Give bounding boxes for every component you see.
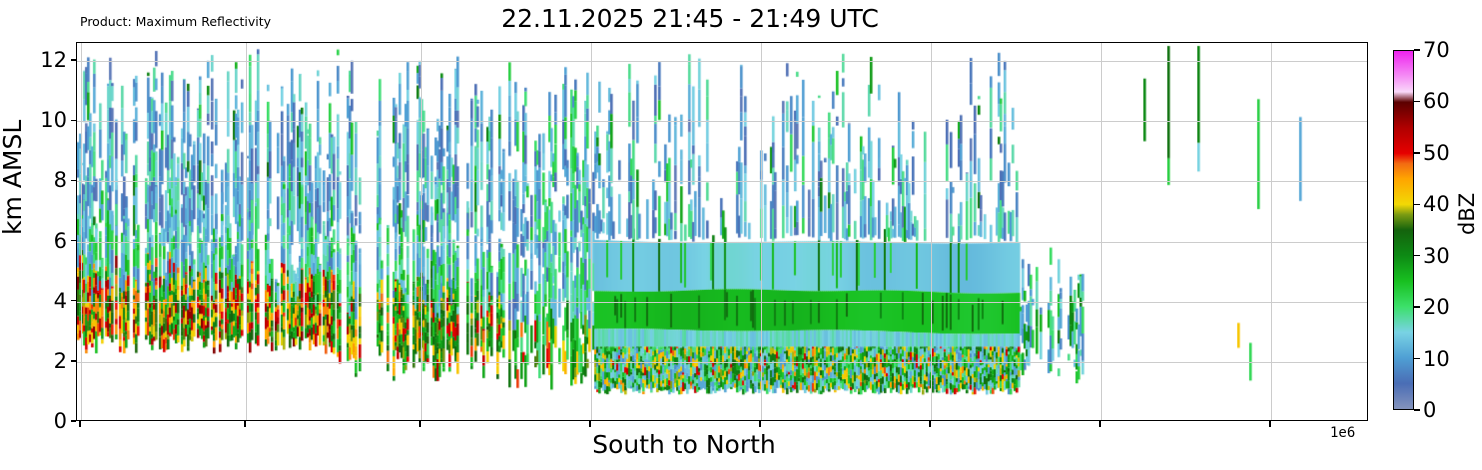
colorbar-tick-mark (1414, 255, 1420, 257)
colorbar-tick-mark (1414, 357, 1420, 360)
gridline-vertical (591, 43, 592, 420)
y-tick-mark (71, 119, 76, 121)
colorbar-tick-label: 20 (1423, 295, 1450, 320)
gridline-vertical (421, 43, 422, 420)
x-tick-mark (1099, 421, 1101, 427)
colorbar (1393, 50, 1414, 410)
y-tick-label: 0 (53, 409, 67, 433)
gridline-horizontal (77, 361, 1367, 363)
gridline-horizontal (77, 181, 1367, 183)
colorbar-tick-mark (1414, 152, 1420, 154)
colorbar-tick-label: 60 (1423, 89, 1450, 114)
gridline-vertical (931, 43, 932, 420)
gridline-horizontal (77, 121, 1367, 123)
x-tick-mark (244, 421, 246, 427)
x-tick-mark (589, 421, 591, 427)
x-tick-mark (79, 421, 81, 427)
gridline-horizontal (77, 241, 1367, 243)
y-tick-label: 8 (53, 168, 67, 193)
colorbar-tick-label: 0 (1423, 398, 1437, 422)
y-axis-label: km AMSL (0, 119, 27, 235)
y-tick-mark (71, 420, 76, 422)
colorbar-tick-mark (1414, 49, 1420, 51)
y-tick-label: 4 (53, 288, 67, 313)
x-tick-mark (1269, 421, 1271, 427)
y-tick-label: 2 (53, 348, 67, 373)
x-tick-mark (929, 421, 931, 427)
y-tick-mark (71, 360, 76, 362)
chart-title: 22.11.2025 21:45 - 21:49 UTC (501, 4, 879, 33)
y-tick-mark (71, 179, 76, 182)
colorbar-label: dBZ (1455, 192, 1479, 235)
product-subtitle: Product: Maximum Reflectivity (80, 14, 272, 29)
gridline-vertical (246, 43, 247, 420)
colorbar-tick-label: 40 (1423, 192, 1450, 217)
colorbar-tick-mark (1414, 409, 1420, 411)
plot-area (76, 42, 1368, 421)
gridline-vertical (1101, 43, 1102, 420)
x-axis-label: South to North (592, 430, 776, 459)
x-tick-mark (419, 421, 421, 427)
y-tick-label: 6 (53, 228, 67, 253)
colorbar-tick-label: 70 (1423, 38, 1450, 62)
y-tick-label: 12 (40, 48, 67, 73)
y-tick-label: 10 (40, 108, 67, 133)
gridline-vertical (1271, 43, 1272, 420)
y-tick-mark (71, 299, 76, 302)
x-tick-mark (759, 421, 761, 427)
colorbar-tick-mark (1414, 203, 1420, 205)
gridline-vertical (761, 43, 762, 420)
colorbar-tick-label: 50 (1423, 140, 1450, 165)
reflectivity-heatmap (77, 43, 1367, 420)
colorbar-gradient (1394, 51, 1413, 409)
y-tick-mark (71, 59, 76, 61)
gridline-vertical (81, 43, 82, 420)
gridline-horizontal (77, 61, 1367, 63)
gridline-horizontal (77, 301, 1367, 303)
colorbar-tick-mark (1414, 306, 1420, 308)
y-tick-mark (71, 239, 76, 242)
x-axis-offset-label: 1e6 (1330, 425, 1356, 441)
colorbar-tick-mark (1414, 100, 1420, 103)
colorbar-tick-label: 30 (1423, 243, 1450, 268)
colorbar-tick-label: 10 (1423, 346, 1450, 371)
